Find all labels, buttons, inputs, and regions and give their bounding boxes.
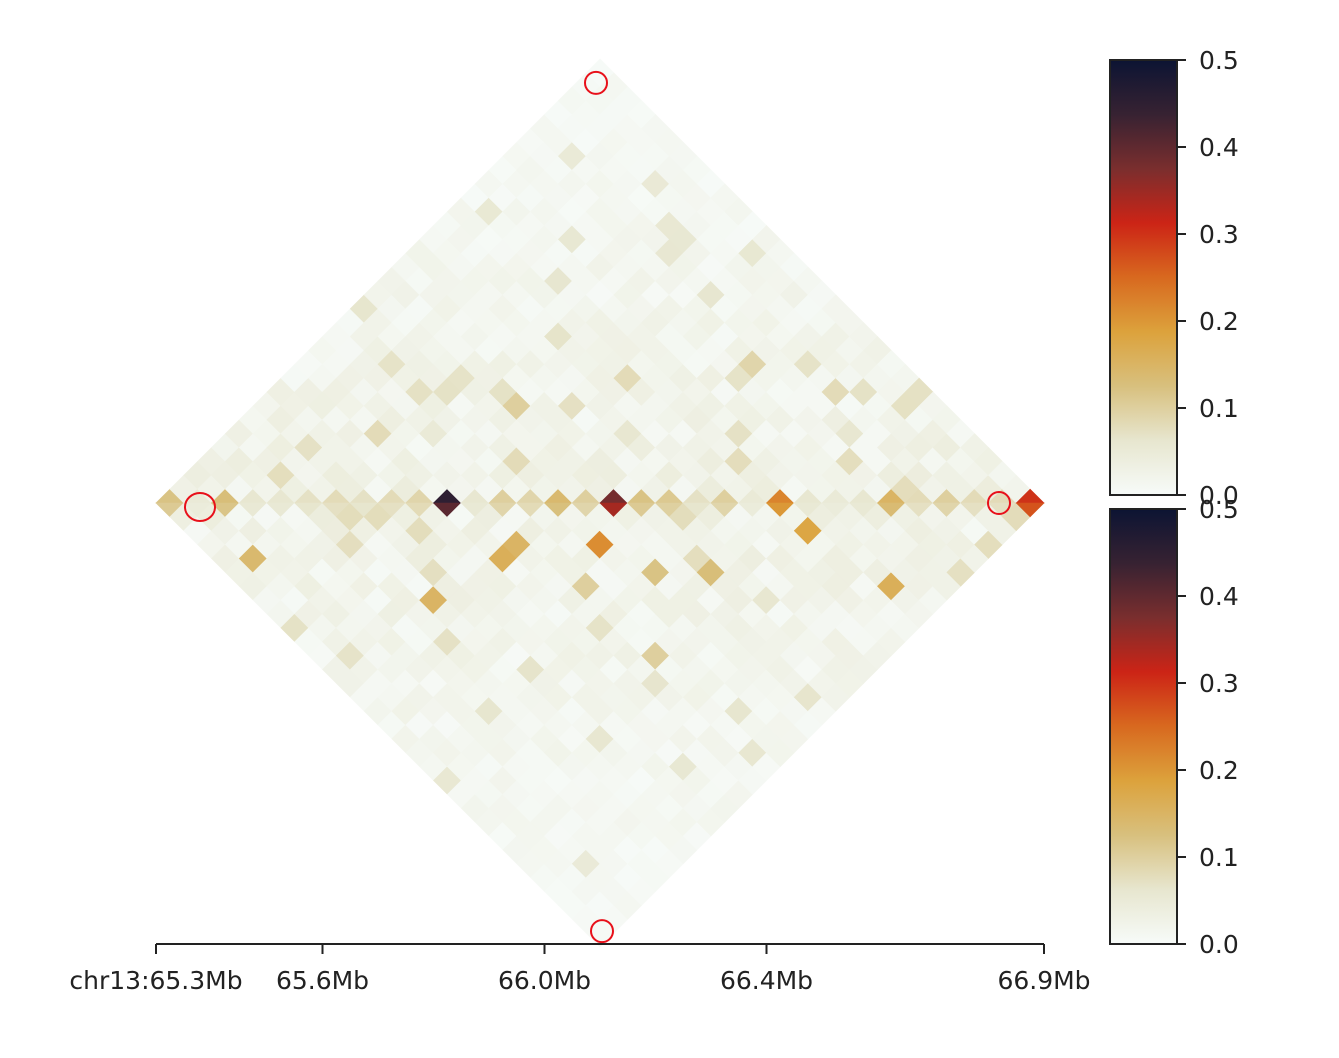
colorbar-top-label-5: 0.5 bbox=[1199, 46, 1239, 75]
colorbar-bottom-label-3: 0.3 bbox=[1199, 669, 1239, 698]
colorbar-top: 0.0 0.1 0.2 0.3 0.4 0.5 bbox=[1109, 46, 1239, 510]
colorbar-top-frame bbox=[1109, 59, 1178, 496]
colorbar-bottom-label-2: 0.2 bbox=[1199, 756, 1239, 785]
colorbar-bottom-label-5: 0.5 bbox=[1199, 495, 1239, 524]
annotation-circle-bottom-apex bbox=[590, 919, 614, 944]
colorbar-top-label-3: 0.3 bbox=[1199, 220, 1239, 249]
annotation-circle-diagonal-left bbox=[184, 492, 216, 522]
colorbar-bottom-label-4: 0.4 bbox=[1199, 582, 1239, 611]
annotation-circle-top-apex bbox=[584, 70, 608, 95]
bottom-cell-31-31 bbox=[1015, 502, 1045, 518]
heatmap-cells bbox=[155, 58, 1045, 948]
colorbar-top-label-4: 0.4 bbox=[1199, 133, 1239, 162]
x-tick-label-0: chr13:65.3Mb bbox=[69, 966, 242, 995]
colorbar-top-label-2: 0.2 bbox=[1199, 307, 1239, 336]
x-tick-label-1: 65.6Mb bbox=[276, 966, 369, 995]
x-tick-label-3: 66.4Mb bbox=[720, 966, 813, 995]
x-tick-label-2: 66.0Mb bbox=[498, 966, 591, 995]
x-tick-label-4: 66.9Mb bbox=[997, 966, 1090, 995]
colorbar-top-label-1: 0.1 bbox=[1199, 394, 1239, 423]
colorbar-bottom-fill bbox=[1110, 509, 1177, 944]
colorbar-top-fill bbox=[1110, 60, 1177, 495]
x-axis: chr13:65.3Mb 65.6Mb 66.0Mb 66.4Mb 66.9Mb bbox=[69, 943, 1091, 995]
annotation-circle-diagonal-right bbox=[987, 491, 1011, 515]
colorbar-bottom-label-0: 0.0 bbox=[1199, 930, 1239, 959]
colorbar-bottom: 0.0 0.1 0.2 0.3 0.4 0.5 bbox=[1109, 495, 1239, 959]
colorbar-top-label-0: 0.0 bbox=[1199, 481, 1239, 510]
colorbar-bottom-label-1: 0.1 bbox=[1199, 843, 1239, 872]
annotation-circles bbox=[184, 70, 1011, 944]
colorbar-bottom-frame bbox=[1109, 508, 1178, 945]
